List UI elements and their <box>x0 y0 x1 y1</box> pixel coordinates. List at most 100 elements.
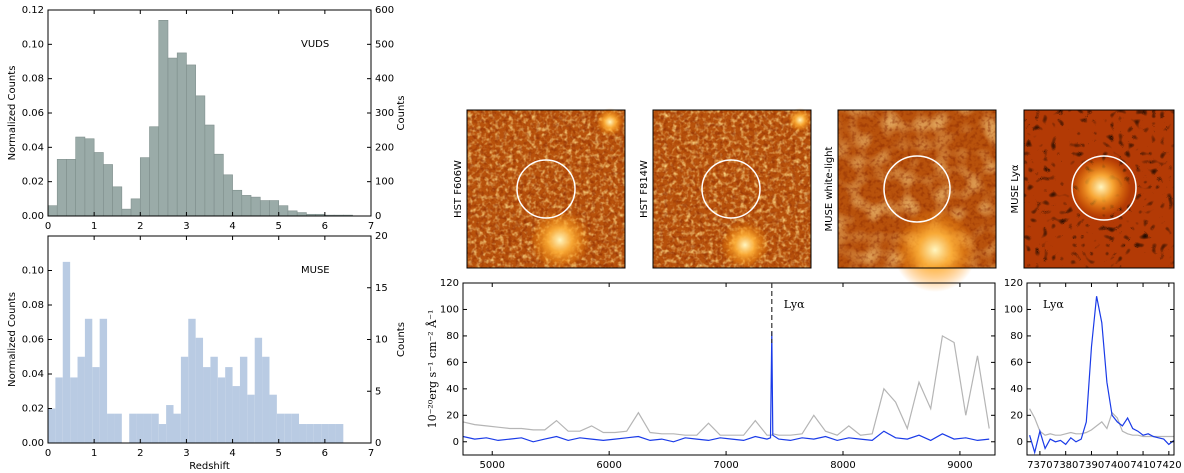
bar <box>223 174 233 217</box>
bar <box>321 424 329 443</box>
image-panel <box>1024 110 1174 268</box>
bar <box>284 413 292 443</box>
bar <box>259 200 270 217</box>
y-tick-label: 60 <box>446 357 459 368</box>
bar <box>166 405 174 443</box>
y-tick-label: 60 <box>1010 357 1023 368</box>
y-tick-label: 0.08 <box>22 300 44 311</box>
y-tick-label: 100 <box>1004 304 1023 315</box>
bar <box>112 186 123 217</box>
x-tick-label: 7390 <box>1079 460 1104 471</box>
bar <box>232 386 240 443</box>
y-tick-label: 0.10 <box>22 266 44 277</box>
bar <box>306 424 314 443</box>
x-tick-label: 3 <box>183 448 189 459</box>
image-label: HST F814W <box>639 160 650 218</box>
x-tick-label: 1 <box>91 221 97 232</box>
y2-tick-label: 300 <box>375 108 394 119</box>
y-axis-label: 10⁻²⁰erg s⁻¹ cm⁻² Å⁻¹ <box>425 310 439 429</box>
bar <box>287 210 298 217</box>
bar <box>93 152 104 217</box>
x-tick-label: 7370 <box>1027 460 1052 471</box>
bar <box>217 377 226 443</box>
source-blob <box>1071 157 1131 217</box>
aperture <box>701 159 761 219</box>
bar <box>84 138 95 217</box>
y-tick-label: 120 <box>1004 278 1023 289</box>
y-tick-label: 80 <box>1010 331 1023 342</box>
y-tick-label: 0.12 <box>22 5 44 16</box>
y-tick-label: 120 <box>440 278 459 289</box>
bar <box>291 413 300 443</box>
bar <box>278 205 289 217</box>
bar <box>239 356 248 443</box>
y-tick-label: 0.06 <box>22 335 44 346</box>
bar <box>56 159 67 217</box>
y2-tick-label: 20 <box>375 231 388 242</box>
bar <box>313 424 322 443</box>
aperture <box>883 155 951 223</box>
bar <box>70 377 78 443</box>
x-tick-label: 0 <box>45 221 51 232</box>
bar <box>114 413 122 443</box>
y2-tick-label: 600 <box>375 5 394 16</box>
y-tick-label: 0.08 <box>22 74 44 85</box>
y-tick-label: 0.10 <box>22 39 44 50</box>
x-axis-label: Redshift <box>189 461 230 472</box>
bar <box>203 367 211 443</box>
bar <box>121 208 132 217</box>
annotation: VUDS <box>301 39 329 50</box>
y2-tick-label: 500 <box>375 39 394 50</box>
image-label: HST F606W <box>453 160 464 218</box>
bar <box>77 356 85 443</box>
x-tick-label: 5 <box>276 221 282 232</box>
bar <box>66 159 76 217</box>
bar <box>247 394 255 443</box>
x-tick-label: 7420 <box>1156 460 1181 471</box>
y-tick-label: 0.02 <box>22 177 44 188</box>
y2-tick-label: 0 <box>375 211 381 222</box>
bar <box>335 424 344 443</box>
image-label: MUSE Lyα <box>1010 164 1021 213</box>
bar <box>107 413 115 443</box>
bar <box>55 377 63 443</box>
y-axis-label: Normalized Counts <box>7 292 18 387</box>
y-tick-label: 0.04 <box>22 142 44 153</box>
axes-frame <box>1026 282 1175 456</box>
x-tick-label: 2 <box>137 448 143 459</box>
bar <box>167 57 178 217</box>
bar <box>158 19 169 217</box>
y2-tick-label: 200 <box>375 142 394 153</box>
axes-frame <box>652 109 812 269</box>
source-blob <box>596 108 624 136</box>
bar <box>173 413 181 443</box>
bar <box>195 95 206 217</box>
y2-axis-label: Counts <box>396 96 407 131</box>
bar <box>241 195 252 217</box>
y-tick-label: 0.06 <box>22 108 44 119</box>
image-label: MUSE white-light <box>824 146 835 231</box>
x-tick-label: 0 <box>45 448 51 459</box>
x-tick-label: 6 <box>322 221 328 232</box>
image-panel <box>467 108 625 270</box>
axes-frame <box>466 109 626 269</box>
y2-tick-label: 15 <box>375 283 388 294</box>
spectrum-line <box>1029 296 1174 455</box>
x-tick-label: 4 <box>229 221 235 232</box>
bar <box>204 124 215 217</box>
aperture <box>516 159 576 219</box>
image-panel <box>653 108 812 269</box>
x-tick-label: 7 <box>368 448 374 459</box>
x-tick-label: 7400 <box>1105 460 1130 471</box>
y-tick-label: 0.02 <box>22 404 44 415</box>
x-tick-label: 7 <box>368 221 374 232</box>
bar <box>188 318 196 443</box>
bar <box>269 394 277 443</box>
x-tick-label: 2 <box>137 221 143 232</box>
x-tick-label: 6000 <box>596 460 621 471</box>
bar <box>269 200 280 217</box>
x-tick-label: 6 <box>322 448 328 459</box>
y-tick-label: 40 <box>446 384 459 395</box>
y-tick-label: 80 <box>446 331 459 342</box>
